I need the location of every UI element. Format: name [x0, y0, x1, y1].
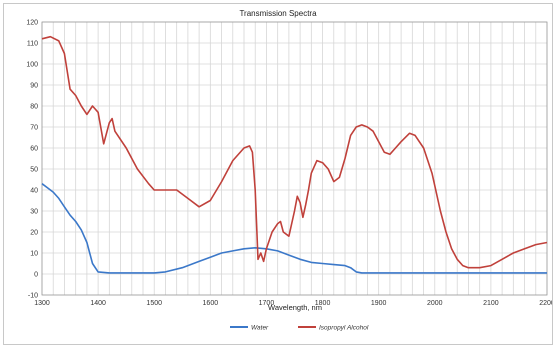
- series-line-water: [41, 183, 547, 274]
- series-line-isopropyl-alcohol: [41, 35, 548, 269]
- chart-title: Transmission Spectra: [239, 9, 317, 18]
- x-tick-label: 1600: [203, 300, 219, 307]
- x-tick-label: 1300: [34, 300, 50, 307]
- x-tick-label: 2000: [427, 300, 443, 307]
- y-tick-label: 110: [27, 41, 38, 48]
- y-tick-label: 40: [30, 188, 38, 195]
- grid-layer: [41, 21, 548, 296]
- y-tick-label: 20: [30, 230, 38, 237]
- x-tick-label: 1800: [315, 300, 331, 307]
- y-tick-label: 50: [30, 167, 38, 174]
- y-tick-label: 10: [30, 251, 38, 258]
- chart-frame: Transmission Spectra -10 0 10 20 30 40 50 60 70 8…: [3, 3, 553, 345]
- y-tick-label: 60: [30, 146, 38, 153]
- x-tick-label: 2100: [483, 300, 499, 307]
- y-tick-label: 80: [30, 104, 38, 111]
- transmission-spectra-chart: Transmission Spectra -10 0 10 20 30 40 50 60 70 8…: [26, 9, 552, 331]
- y-tick-label: 120: [26, 20, 38, 27]
- y-tick-label: 70: [30, 125, 38, 132]
- y-tick-label: 100: [26, 62, 38, 69]
- plot-area-border: [41, 21, 548, 296]
- legend-label: Water: [251, 324, 269, 331]
- x-tick-label: 2200: [539, 300, 552, 307]
- y-tick-label: 30: [30, 209, 38, 216]
- y-tick-label: -10: [28, 293, 38, 300]
- legend: Water Isopropyl Alcohol: [230, 324, 369, 331]
- x-tick-label: 1700: [259, 300, 275, 307]
- legend-label: Isopropyl Alcohol: [319, 324, 369, 331]
- y-tick-label: 0: [34, 272, 38, 279]
- series-layer: [41, 35, 548, 274]
- x-tick-label: 1500: [146, 300, 162, 307]
- tick-labels: -10 0 10 20 30 40 50 60 70 80 90 100 110 120 1300 1400 1…: [26, 20, 552, 308]
- x-tick-label: 1400: [90, 300, 106, 307]
- y-tick-label: 90: [30, 83, 38, 90]
- x-axis-label: Wavelength, nm: [268, 303, 322, 312]
- x-tick-label: 1900: [371, 300, 387, 307]
